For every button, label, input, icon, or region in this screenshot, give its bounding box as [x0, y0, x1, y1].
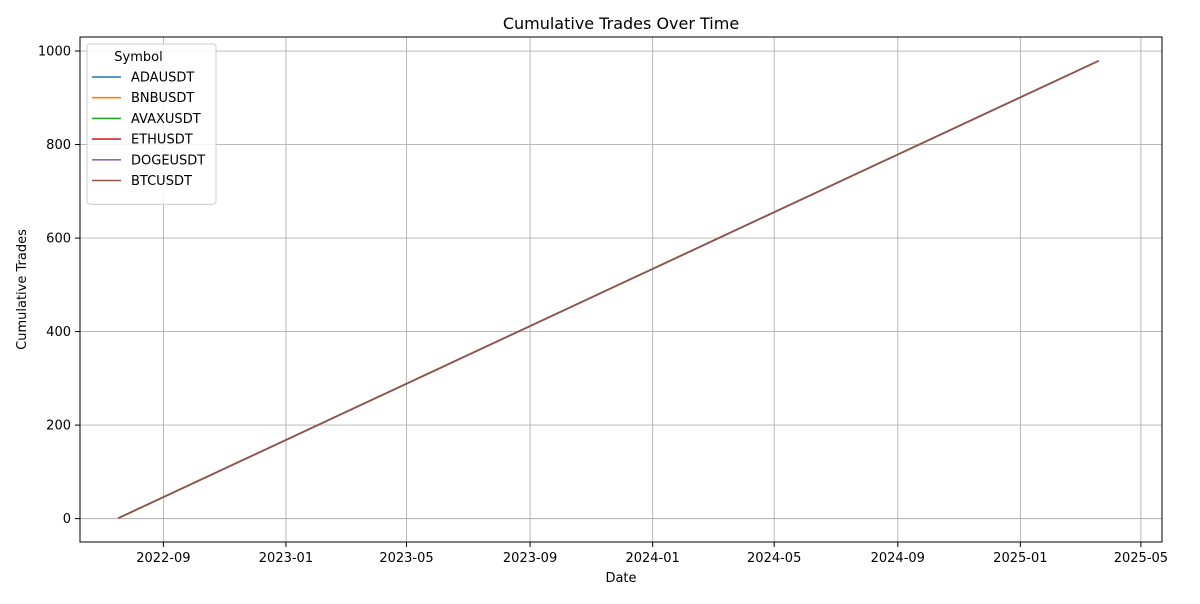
y-tick-label: 0: [63, 512, 71, 527]
legend-title: Symbol: [114, 50, 162, 65]
axis-ticks: 2022-09 2023-01 2023-05 2023-09 2024-01 2024-…: [38, 45, 1168, 566]
legend-label-ethusdt: ETHUSDT: [131, 133, 193, 148]
legend-label-btcusdt: BTCUSDT: [131, 174, 192, 189]
chart-title: Cumulative Trades Over Time: [503, 14, 739, 33]
x-tick-label: 2024-01: [625, 551, 679, 566]
y-tick-label: 1000: [38, 45, 71, 60]
plot-frame: [79, 36, 1163, 543]
legend-label-dogeusdt: DOGEUSDT: [131, 153, 205, 168]
legend: Symbol ADAUSDT BNBUSDT AVAXUSDT ETHUSDT DOGE…: [86, 43, 217, 205]
legend-label-bnbusdt: BNBUSDT: [131, 91, 194, 106]
grid-lines: [80, 37, 1162, 542]
y-tick-label: 400: [46, 325, 71, 340]
x-tick-label: 2022-09: [136, 551, 190, 566]
x-tick-label: 2023-05: [379, 551, 433, 566]
y-tick-label: 600: [46, 232, 71, 247]
x-tick-label: 2025-01: [993, 551, 1047, 566]
legend-box: [86, 43, 217, 205]
x-tick-label: 2023-09: [503, 551, 557, 566]
x-tick-label: 2024-05: [747, 551, 801, 566]
x-tick-label: 2023-01: [259, 551, 313, 566]
x-axis-title: Date: [605, 571, 636, 586]
series-line-btcusdt: [117, 60, 1100, 519]
x-tick-label: 2025-05: [1114, 551, 1168, 566]
y-tick-label: 800: [46, 138, 71, 153]
x-tick-label: 2024-09: [871, 551, 925, 566]
y-axis-title: Cumulative Trades: [15, 229, 30, 350]
series-lines: [117, 60, 1100, 519]
legend-label-adausdt: ADAUSDT: [131, 71, 194, 86]
legend-label-avaxusdt: AVAXUSDT: [131, 112, 201, 127]
y-tick-label: 200: [46, 419, 71, 434]
